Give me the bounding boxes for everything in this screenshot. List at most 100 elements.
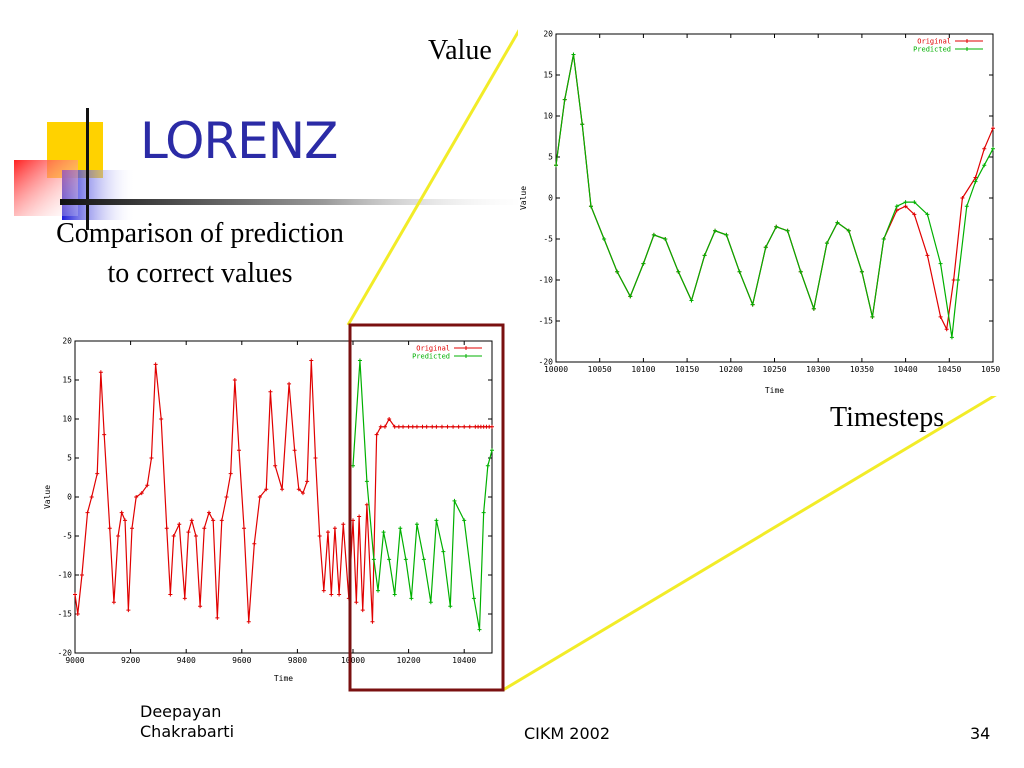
data-point-predicted [824, 241, 829, 246]
y-tick-label: -15 [539, 317, 554, 326]
series-line-predicted [555, 54, 994, 338]
data-point-predicted [798, 269, 803, 274]
footer-author-line-2: Chakrabarti [140, 722, 235, 741]
data-point-original [182, 596, 187, 601]
data-point-original [119, 510, 124, 515]
slide-subtitle: Comparison of prediction to correct valu… [18, 214, 382, 294]
data-point-original [991, 126, 995, 131]
data-point-predicted [870, 314, 875, 319]
data-point-predicted [641, 261, 646, 266]
data-point-original [232, 378, 237, 382]
data-point-predicted [894, 204, 899, 209]
data-point-predicted [615, 269, 620, 274]
data-point-predicted [663, 237, 668, 241]
data-point-original [273, 463, 278, 468]
y-tick-label: 5 [548, 153, 553, 162]
data-point-predicted [628, 294, 633, 299]
callout-line-top [346, 26, 523, 326]
y-tick-label: 15 [62, 376, 72, 385]
y-tick-label: 15 [543, 71, 553, 80]
data-point-original [126, 608, 131, 613]
data-point-original [79, 573, 84, 577]
y-tick-label: 10 [543, 112, 553, 121]
y-tick-label: -15 [58, 610, 73, 619]
data-point-predicted [811, 306, 816, 311]
x-tick-label: 10200 [719, 365, 743, 374]
x-tick-label: 10000 [341, 656, 365, 665]
y-tick-label: 0 [548, 194, 553, 203]
legend-label-original: Original [416, 345, 450, 353]
data-point-original [206, 510, 211, 515]
legend-label-original: Original [917, 38, 951, 46]
x-tick-label: 10200 [397, 656, 421, 665]
data-point-original [938, 314, 943, 319]
data-point-predicted [859, 269, 864, 274]
data-point-original [264, 487, 269, 492]
data-point-original [246, 619, 251, 624]
x-tick-label: 10000 [544, 365, 568, 374]
x-tick-label: 9200 [121, 656, 140, 665]
data-point-original [337, 592, 342, 597]
data-point-predicted [676, 269, 681, 274]
data-point-original [193, 534, 198, 538]
data-point-original [982, 146, 987, 151]
data-point-predicted [925, 212, 930, 217]
data-point-original [116, 534, 121, 538]
timesteps-callout: Timesteps [830, 402, 945, 433]
chart-background [518, 22, 1000, 396]
data-point-original [252, 541, 257, 546]
data-point-predicted [689, 298, 694, 303]
legend-label-predicted: Predicted [913, 46, 951, 54]
data-point-original [95, 471, 100, 476]
data-point-original [224, 495, 229, 499]
title-underline-bar [60, 199, 540, 205]
data-point-original [186, 530, 191, 535]
data-point-original [300, 491, 305, 496]
data-point-original [903, 204, 908, 209]
data-point-predicted [724, 232, 729, 237]
x-axis-label: Time [274, 674, 293, 683]
data-point-original [960, 196, 965, 200]
data-point-predicted [554, 163, 558, 168]
data-point-predicted [750, 302, 755, 307]
zoomed-chart: -20 -15 -10 -5 0 5 10 15 20 10000 10050 10100 10150 1… [518, 22, 1000, 396]
data-point-original [85, 510, 90, 515]
x-tick-label: 9000 [65, 656, 84, 665]
y-tick-label: 20 [62, 337, 72, 346]
data-point-original [973, 175, 978, 180]
footer-page-number: 34 [970, 724, 991, 743]
data-point-predicted [949, 335, 954, 340]
data-point-original [237, 448, 242, 453]
data-point-original [159, 417, 164, 421]
data-point-original [332, 526, 337, 531]
data-point-predicted [580, 122, 585, 127]
data-point-original [215, 615, 220, 620]
x-tick-label: 9600 [232, 656, 251, 665]
data-point-predicted [982, 163, 987, 168]
y-tick-label: -10 [539, 276, 554, 285]
data-point-predicted [602, 237, 607, 241]
data-point-original [168, 592, 173, 597]
logo-red-square [14, 160, 78, 216]
legend-marker-predicted [965, 47, 969, 51]
data-point-predicted [702, 253, 707, 258]
data-point-predicted [785, 228, 790, 233]
data-point-original [268, 389, 273, 394]
data-point-original [313, 456, 318, 460]
data-point-original [292, 448, 297, 453]
x-tick-label: 10400 [452, 656, 476, 665]
data-point-original [177, 522, 182, 527]
y-tick-label: -5 [543, 235, 553, 244]
x-tick-label: 9800 [288, 656, 307, 665]
x-tick-label: 9400 [177, 656, 196, 665]
data-point-predicted [835, 220, 840, 225]
data-point-original [145, 483, 150, 488]
data-point-original [280, 487, 285, 492]
data-point-predicted [571, 52, 576, 57]
y-tick-label: -5 [62, 532, 72, 541]
data-point-original [139, 491, 144, 496]
y-tick-label: -20 [539, 358, 554, 367]
y-tick-label: 0 [67, 493, 72, 502]
data-point-original [75, 612, 80, 616]
